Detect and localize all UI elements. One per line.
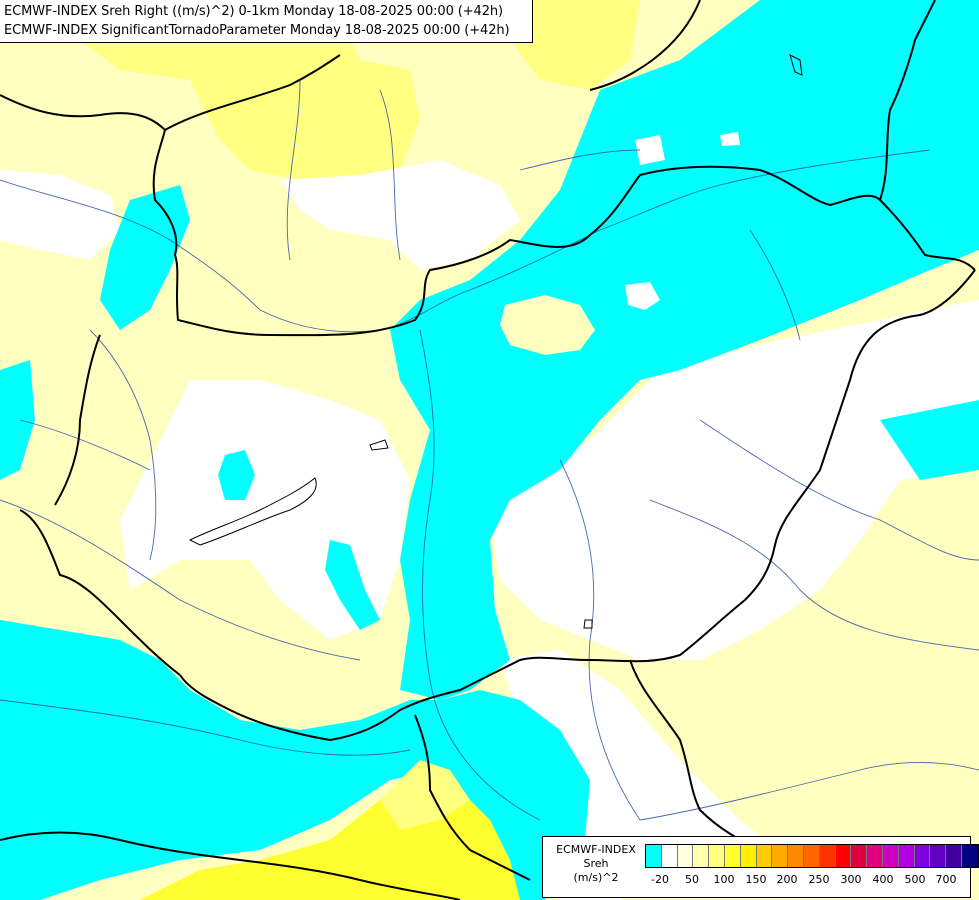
legend-swatch xyxy=(898,845,915,867)
legend-ticks: -20 50 100 150 200 250 300 400 500 700 xyxy=(645,873,965,889)
legend-swatch xyxy=(724,845,741,867)
legend-swatch xyxy=(646,845,662,867)
white-area-west xyxy=(0,170,120,260)
cyan-area-east xyxy=(880,400,979,480)
legend-tick-label: 400 xyxy=(872,873,894,886)
title-line-1: ECMWF-INDEX Sreh Right ((m/s)^2) 0-1km M… xyxy=(4,4,504,19)
legend-swatch xyxy=(914,845,931,867)
legend-swatch xyxy=(772,845,789,867)
title-line-2: ECMWF-INDEX SignificantTornadoParameter … xyxy=(4,23,510,38)
yellow-island-north xyxy=(500,295,595,355)
legend-swatch xyxy=(740,845,757,867)
legend-swatch xyxy=(835,845,852,867)
legend-swatch xyxy=(867,845,883,867)
legend-swatch xyxy=(946,845,962,867)
legend-swatch xyxy=(709,845,725,867)
legend-tick-label: 250 xyxy=(808,873,830,886)
legend-swatch xyxy=(819,845,836,867)
white-island xyxy=(625,282,660,310)
yellow-area-south-light xyxy=(380,760,470,830)
white-area-east xyxy=(490,300,979,660)
legend-swatch xyxy=(851,845,868,867)
legend-tick-label: 200 xyxy=(776,873,798,886)
legend-swatch xyxy=(661,845,678,867)
title-box: ECMWF-INDEX Sreh Right ((m/s)^2) 0-1km M… xyxy=(0,0,533,43)
legend-swatch xyxy=(803,845,820,867)
color-legend: ECMWF-INDEX Sreh (m/s)^2 -20 50 100 150 200 2… xyxy=(542,836,979,898)
legend-line-2: Sreh xyxy=(583,857,609,870)
legend-swatch xyxy=(756,845,773,867)
lake-outlines xyxy=(188,54,803,629)
cyan-area-south xyxy=(0,620,590,900)
cyan-patch-small xyxy=(325,540,380,630)
white-area-center-north xyxy=(280,160,520,270)
legend-tick-label: 300 xyxy=(840,873,862,886)
legend-swatch xyxy=(693,845,710,867)
legend-swatch xyxy=(882,845,899,867)
legend-tick-label: 700 xyxy=(935,873,957,886)
legend-line-1: ECMWF-INDEX xyxy=(556,843,636,856)
rivers xyxy=(0,79,979,821)
cyan-area-northeast xyxy=(390,0,979,700)
cyan-area-west xyxy=(100,185,190,330)
cyan-patch-central xyxy=(218,450,255,500)
legend-swatches xyxy=(645,844,979,868)
white-island-3 xyxy=(720,132,740,146)
legend-tick-label: -20 xyxy=(651,873,669,886)
legend-tick-label: 150 xyxy=(745,873,767,886)
legend-title: ECMWF-INDEX Sreh (m/s)^2 xyxy=(545,843,647,885)
yellow-area-north xyxy=(60,0,420,190)
legend-swatch xyxy=(961,845,978,867)
legend-swatch xyxy=(677,845,694,867)
legend-tick-label: 100 xyxy=(713,873,735,886)
legend-swatch xyxy=(930,845,947,867)
cyan-area-west-edge xyxy=(0,360,35,480)
legend-swatch xyxy=(788,845,804,867)
legend-tick-label: 500 xyxy=(904,873,926,886)
white-island-2 xyxy=(635,135,665,165)
legend-tick-label: 50 xyxy=(685,873,699,886)
legend-line-3: (m/s)^2 xyxy=(573,871,619,884)
